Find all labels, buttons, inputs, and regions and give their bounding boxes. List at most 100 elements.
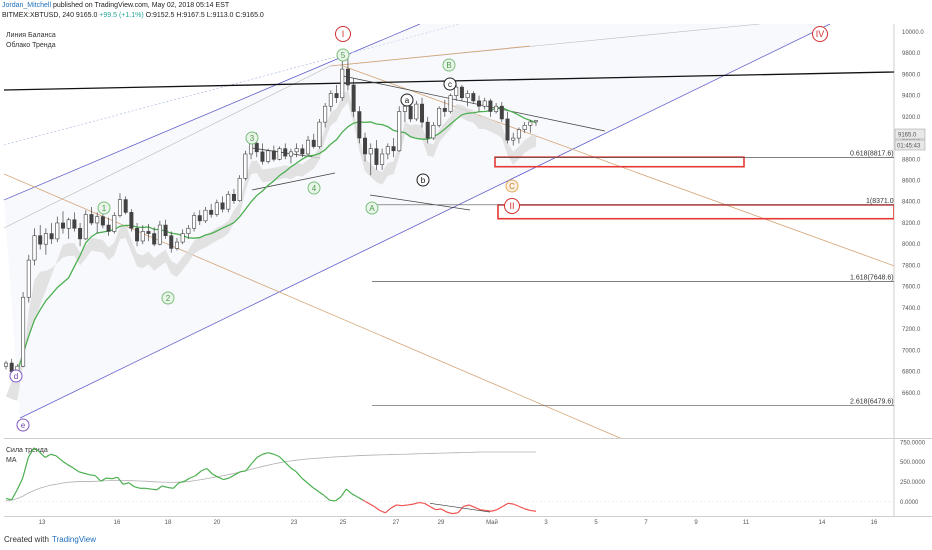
time-axis: 13 16 18 20 23 25 27 29 Май 3 5 7 9 11 14 16 [39,519,878,526]
candle-body [414,103,419,120]
candle-body [368,148,373,155]
osc-segment [295,471,303,479]
footer-tradingview-link[interactable]: TradingView [52,535,97,544]
price-tick-11: 8800.0 [902,157,921,163]
time-tick-2: 18 [165,520,172,526]
osc-divergence-line [429,503,491,513]
candle-body [49,233,54,240]
osc-segment [172,482,180,489]
candle-body [397,111,402,152]
wave-marker-6 [442,58,456,72]
candle-body [317,121,322,147]
wave-label-2: 3 [250,134,255,143]
candle-body [277,148,282,160]
candle-body [203,209,208,222]
fib-fan-line-1 [4,173,621,438]
candle-body [283,148,288,157]
osc-segment [94,475,102,482]
osc-segment [156,485,163,491]
osc-ma-line [5,451,536,502]
osc-segment [496,505,503,511]
current-price-label: 9165.0 [898,133,917,139]
osc-segment [329,499,336,502]
wave-marker-12 [16,418,30,432]
candle-body [163,224,168,236]
time-tick-14: 14 [819,520,826,526]
candle-body [345,68,350,86]
osc-segment [256,453,263,458]
osc-segment [50,453,57,457]
candle-body [357,111,362,139]
candle-body [311,139,316,147]
candle-body [4,362,8,367]
candle-body [197,215,202,222]
osc-segment [150,488,157,491]
candle-body [66,219,71,229]
osc-segment [396,504,403,507]
footer-created: Created with [4,535,49,544]
candle-body [448,95,453,112]
osc-segment [519,505,526,510]
wedge-upper-line [342,75,606,132]
osc-segment [407,503,414,506]
candle-body [294,148,299,153]
wave-label-14: II [509,201,514,211]
osc-segment [390,504,397,509]
author-link[interactable]: Jordan_Mitchell [2,2,52,9]
time-tick-6: 27 [393,520,400,526]
osc-segment [351,493,358,498]
wave-marker-8 [400,93,414,107]
osc-tick-1: 500.0000 [900,460,926,466]
target-zone-1 [497,204,894,220]
indicator-balance-line[interactable]: Линия Баланса [6,32,56,39]
fib-label-3: 2.618(6479.6) [850,399,894,406]
osc-segment [345,488,353,495]
price-tick-3: 7200.0 [902,327,921,333]
osc-segment [278,456,286,463]
candle-body [146,231,151,234]
balance-line-path [16,106,537,372]
osc-segment [435,508,442,511]
candle-body [129,212,134,229]
indicator-ma[interactable]: MA [6,457,17,464]
candle-body [408,105,413,120]
wave-marker-2 [245,131,259,145]
osc-segment [234,471,241,476]
candle-body [157,224,162,245]
channel-lower-line [19,24,831,419]
osc-segment [145,487,152,490]
candle-body [437,108,442,126]
candle-body [152,233,157,245]
osc-segment [273,453,280,458]
price-tick-6: 7800.0 [902,263,921,269]
wave-label-12: e [21,421,26,430]
candle-body [528,121,533,126]
wave-label-5: A [369,204,375,213]
candle-body [117,199,122,216]
publish-info: published on TradingView.com, May 02, 20… [52,2,230,9]
osc-segment [318,490,325,496]
candle-body [226,194,231,210]
indicator-trend-strength[interactable]: Сила тренда [6,447,48,454]
drawings-layer [4,24,894,438]
wave-marker-7 [505,179,519,193]
osc-segment [402,504,408,507]
candle-body [534,120,538,123]
wave-marker-10 [443,77,457,91]
price-tick-14: 9400.0 [902,94,921,100]
time-tick-9: 3 [544,520,548,526]
osc-segment [379,509,386,514]
time-tick-8: Май [486,519,498,526]
osc-segment [217,476,224,481]
indicator-trend-cloud[interactable]: Облако Тренда [6,42,56,49]
candle-body [55,222,60,240]
balance-line [16,106,537,372]
wave-label-7: C [509,182,515,191]
time-tick-11: 7 [644,520,648,526]
osc-segment [83,472,90,476]
candle-body [174,241,179,249]
candle-body [380,153,385,165]
